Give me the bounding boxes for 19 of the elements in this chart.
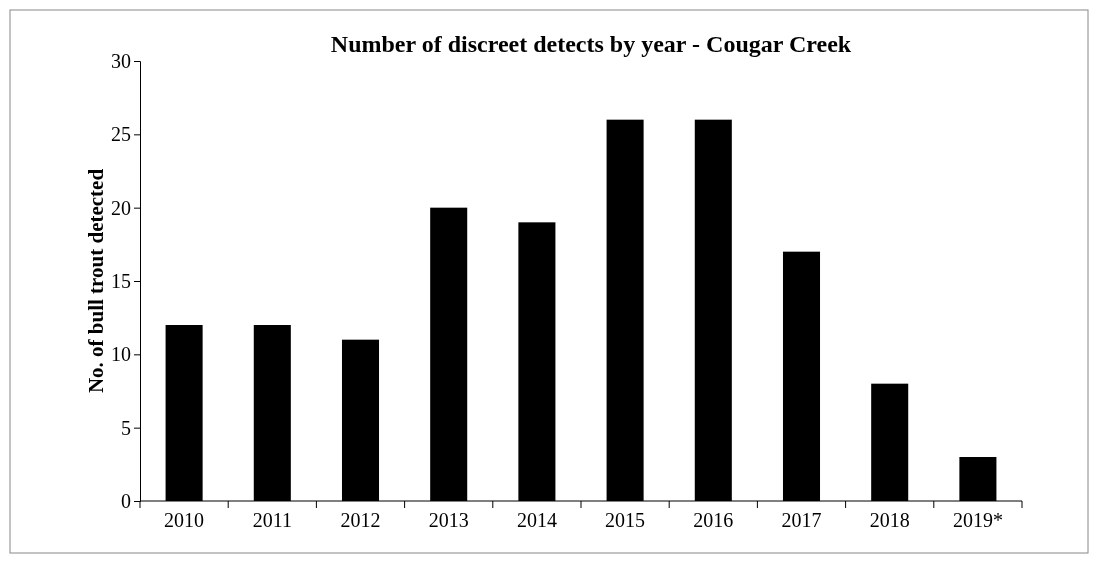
x-tick-label: 2015 <box>605 509 646 532</box>
y-axis-title: No. of bull trout detected <box>84 168 108 394</box>
chart-title: Number of discreet detects by year - Cougar Creek <box>330 31 852 57</box>
y-tick-label: 0 <box>121 489 131 512</box>
x-tick-label: 2016 <box>693 509 734 532</box>
x-tick-label: 2018 <box>869 509 910 532</box>
y-tick-label: 10 <box>111 343 131 366</box>
x-tick-label: 2019* <box>952 509 1003 532</box>
x-tick-label: 2017 <box>781 509 822 532</box>
x-tick-label: 2010 <box>164 509 205 532</box>
x-tick-label: 2012 <box>340 509 381 532</box>
y-tick-label: 5 <box>121 416 131 439</box>
x-tick-label: 2014 <box>516 509 557 532</box>
y-tick-label: 20 <box>111 196 131 219</box>
y-tick-label: 25 <box>111 123 131 146</box>
x-tick-label: 2011 <box>252 509 292 532</box>
y-tick-label: 15 <box>111 269 131 292</box>
x-tick-label: 2013 <box>428 509 469 532</box>
y-tick-label: 30 <box>111 49 131 72</box>
